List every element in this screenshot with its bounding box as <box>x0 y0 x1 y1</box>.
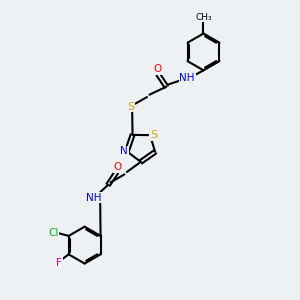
Text: NH: NH <box>86 193 102 202</box>
Text: NH: NH <box>179 73 195 83</box>
Text: O: O <box>153 64 162 74</box>
Text: S: S <box>150 130 157 140</box>
Text: F: F <box>56 258 62 268</box>
Text: CH₃: CH₃ <box>195 13 212 22</box>
Text: S: S <box>127 102 134 112</box>
Text: O: O <box>114 162 122 172</box>
Text: N: N <box>120 146 128 156</box>
Text: Cl: Cl <box>48 228 58 238</box>
